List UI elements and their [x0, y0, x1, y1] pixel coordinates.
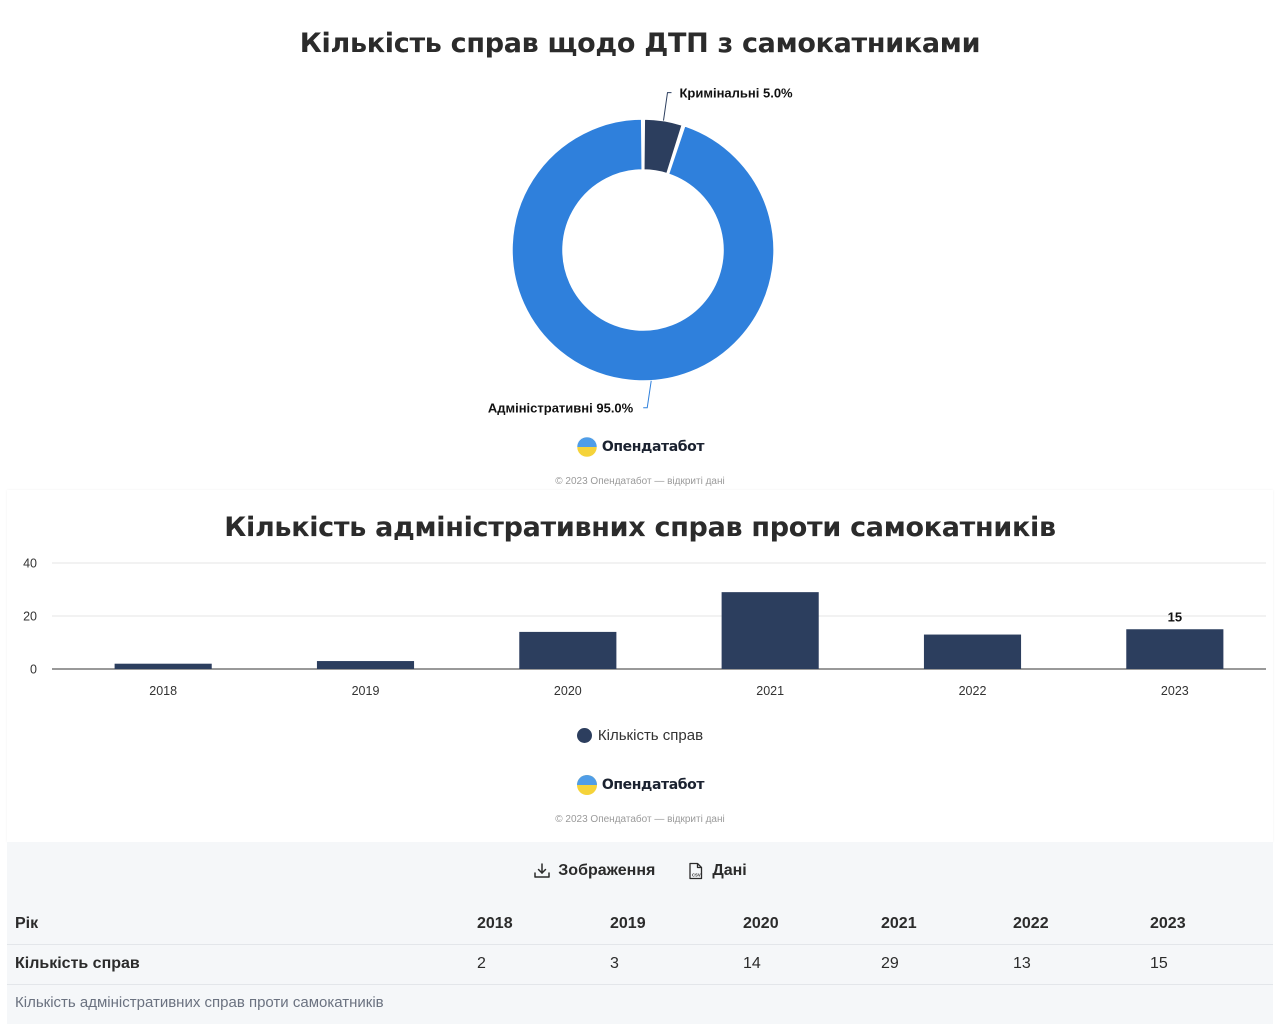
bar-2021[interactable]: [721, 592, 819, 669]
opendatabot-logo-text: Опендатабот: [601, 439, 705, 455]
table-header-row: Рік 2018 2019 2020 2021 2022 2023: [7, 904, 1273, 945]
donut-slice-criminal[interactable]: [643, 118, 684, 175]
table-header-year: 2019: [610, 904, 743, 945]
table-row-label: Кількість справ: [7, 944, 477, 985]
download-image-label: Зображення: [558, 862, 656, 879]
bar-2020[interactable]: [519, 631, 617, 669]
download-icon: [534, 863, 551, 878]
opendatabot-logo: Опендатабот: [0, 436, 1280, 458]
bar-chart-legend[interactable]: Кількість справ: [0, 727, 1280, 744]
bar-chart: 0 20 40 2018 2019 2020 2021 2022 2023 15: [23, 557, 1266, 698]
legend-label: Кількість справ: [597, 727, 704, 744]
y-tick-label: 40: [23, 557, 37, 571]
opendatabot-logo-2: Опендатабот: [0, 774, 1280, 796]
table-cell: 13: [1013, 944, 1150, 985]
bar-2019[interactable]: [316, 661, 415, 669]
opendatabot-logo-icon: [576, 775, 597, 795]
donut-chart: Кримінальні 5.0% Адміністративні 95.0%: [488, 86, 793, 416]
csv-file-icon: CSV: [689, 862, 703, 880]
legend-marker: [576, 728, 592, 743]
table-cell: 29: [881, 944, 1013, 985]
download-data-label: Дані: [712, 862, 747, 879]
table-header-year: 2021: [881, 904, 1013, 945]
y-tick-label: 0: [30, 663, 37, 677]
table-header-label: Рік: [7, 904, 477, 945]
bar-2023[interactable]: [1126, 629, 1224, 669]
bar-data-label: 15: [1168, 609, 1182, 624]
table-header-year: 2023: [1150, 904, 1273, 945]
copyright-text-2: © 2023 Опендатабот — відкриті дані: [555, 814, 725, 825]
opendatabot-logo-text: Опендатабот: [601, 777, 705, 793]
table-header-year: 2018: [477, 904, 610, 945]
table-caption: Кількість адміністративних справ проти с…: [15, 994, 384, 1011]
export-actions: Зображення CSV Дані: [7, 862, 1273, 880]
table-header-year: 2022: [1013, 904, 1150, 945]
bar-chart-card: [7, 490, 1273, 842]
donut-leader-line: [643, 380, 652, 409]
donut-slice-label: Кримінальні 5.0%: [679, 86, 793, 101]
table-cell: 2: [477, 944, 610, 985]
table-cell: 14: [743, 944, 881, 985]
table-cell: 3: [610, 944, 743, 985]
x-tick-label: 2019: [352, 684, 380, 698]
bar-2022[interactable]: [923, 634, 1022, 669]
bar-chart-title: Кількість адміністративних справ проти с…: [224, 512, 1056, 543]
x-tick-label: 2021: [756, 684, 784, 698]
download-image-button[interactable]: Зображення: [533, 862, 655, 880]
download-data-button[interactable]: CSV Дані: [687, 862, 747, 880]
bar-2018[interactable]: [114, 663, 212, 669]
x-tick-label: 2023: [1161, 684, 1189, 698]
table-row: Кількість справ 2 3 14 29 13 15: [7, 944, 1273, 985]
y-tick-label: 20: [23, 610, 37, 624]
x-tick-label: 2020: [554, 684, 582, 698]
x-tick-label: 2022: [959, 684, 987, 698]
x-tick-label: 2018: [149, 684, 177, 698]
opendatabot-logo-icon: [576, 436, 598, 458]
data-panel: Зображення CSV Дані Рік 2018 2019 2020 2…: [7, 842, 1273, 1024]
csv-tag: CSV: [692, 873, 701, 878]
donut-leader-line: [662, 92, 672, 121]
copyright-text: © 2023 Опендатабот — відкриті дані: [555, 476, 725, 487]
table-cell: 15: [1150, 944, 1273, 985]
donut-chart-title: Кількість справ щодо ДТП з самокатниками: [299, 28, 981, 59]
data-table: Рік 2018 2019 2020 2021 2022 2023 Кількі…: [7, 904, 1273, 985]
donut-slice-administrative[interactable]: [511, 118, 775, 382]
donut-slice-label: Адміністративні 95.0%: [488, 401, 634, 416]
table-header-year: 2020: [743, 904, 881, 945]
